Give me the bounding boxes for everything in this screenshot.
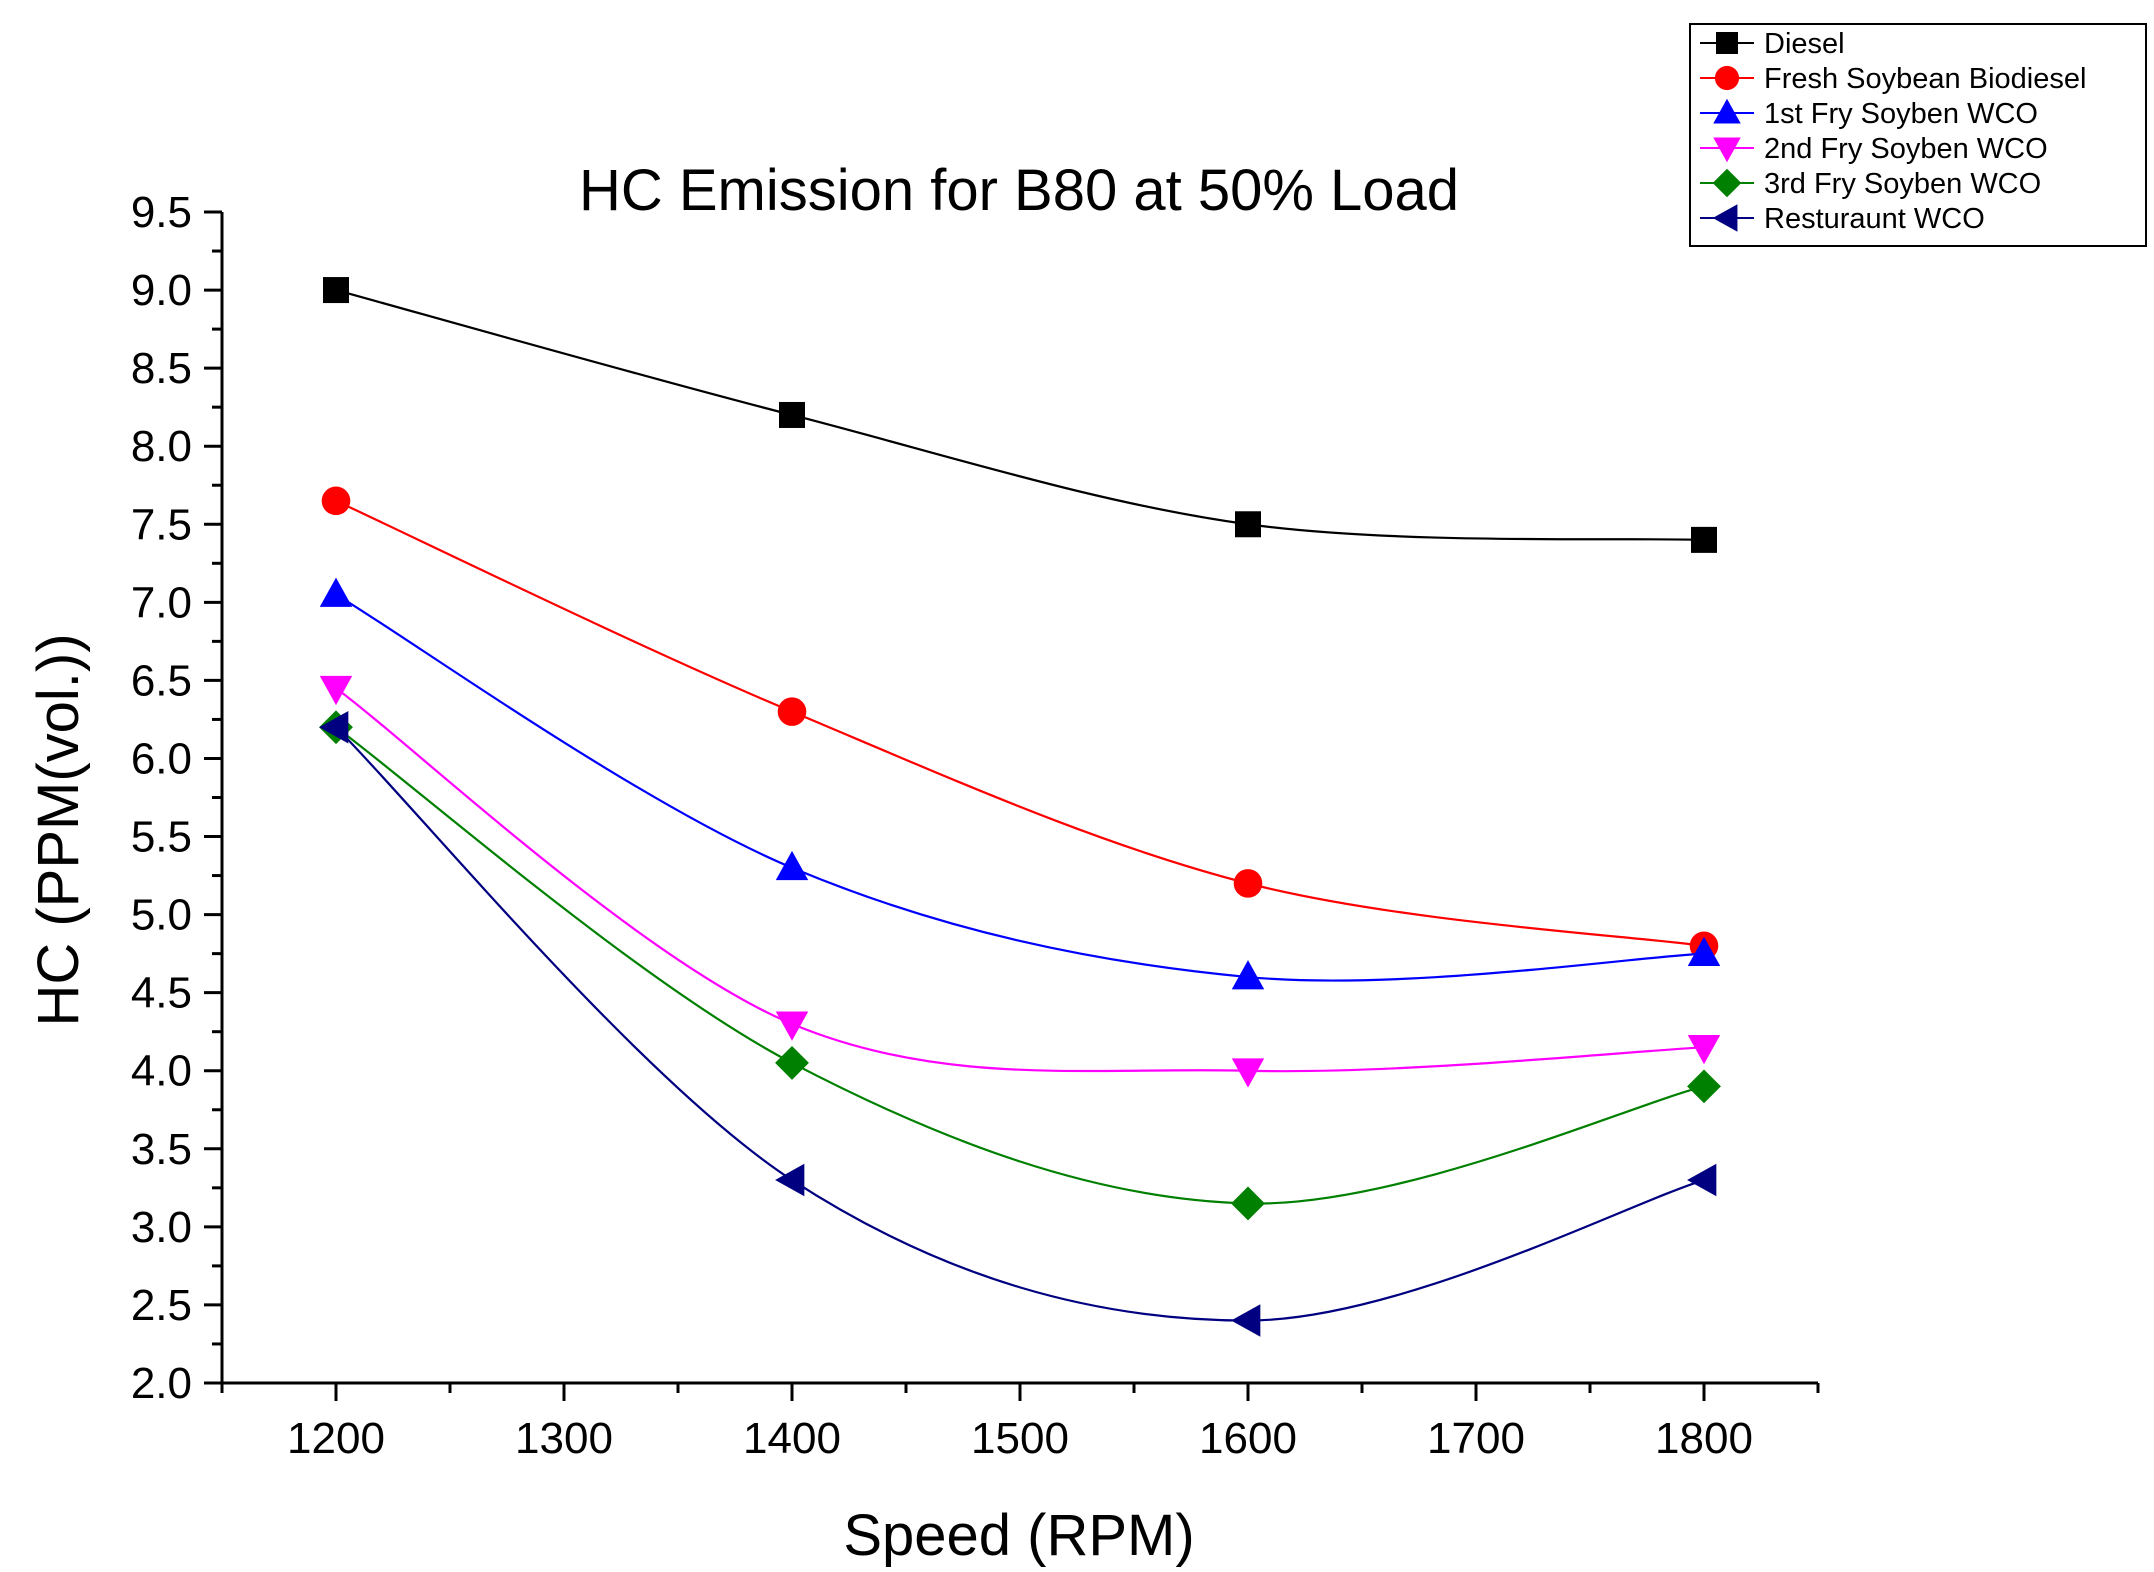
legend-label: Diesel: [1764, 28, 1845, 60]
series-line: [335, 687, 1705, 1073]
y-tick-label: 6.0: [131, 734, 192, 783]
legend-label: Fresh Soybean Biodiesel: [1764, 63, 2086, 95]
series-1st-fry-soyben-wco: [319, 577, 1721, 990]
data-point-marker: [775, 850, 809, 881]
axes: 2.0 2.5 3.0 3.5 4.0 4.5 5.0 5.5 6.0 6.5 7.0 7.5 8.0 8…: [131, 188, 1820, 1463]
series-resturaunt-wco: [319, 710, 1717, 1337]
x-tick-label: 1500: [971, 1414, 1069, 1463]
series-line: [335, 499, 1705, 947]
chart-title: HC Emission for B80 at 50% Load: [579, 158, 1459, 223]
x-axis-label: Speed (RPM): [843, 1503, 1194, 1568]
y-tick-label: 8.5: [131, 344, 192, 393]
data-point-marker: [1687, 1034, 1721, 1065]
y-tick-label: 5.5: [131, 813, 192, 862]
legend-marker: [1712, 168, 1742, 198]
legend-item: 2nd Fry Soyben WCO: [1700, 133, 2048, 165]
legend-item: Resturaunt WCO: [1700, 203, 1985, 235]
y-axis-label: HC (PPM(vol.)): [26, 633, 91, 1026]
series-diesel: [323, 277, 1717, 553]
data-point-marker: [777, 697, 807, 726]
legend-label: Resturaunt WCO: [1764, 203, 1985, 235]
series-2nd-fry-soyben-wco: [319, 675, 1721, 1088]
data-point-marker: [1231, 960, 1265, 990]
x-tick-label: 1700: [1427, 1414, 1525, 1463]
data-point-marker: [775, 1046, 809, 1080]
data-point-marker: [321, 486, 351, 516]
data-point-marker: [775, 1163, 805, 1197]
data-point-marker: [1687, 936, 1721, 966]
y-tick-label: 7.5: [131, 500, 192, 549]
legend-label: 2nd Fry Soyben WCO: [1764, 133, 2048, 165]
y-tick-label: 3.5: [131, 1125, 192, 1174]
legend-item: 1st Fry Soyben WCO: [1700, 98, 2038, 130]
data-point-marker: [323, 277, 349, 304]
x-tick-label: 1800: [1655, 1414, 1753, 1463]
legend-item: Fresh Soybean Biodiesel: [1700, 63, 2086, 95]
series-fresh-soybean-biodiesel: [321, 486, 1719, 961]
y-tick-label: 3.0: [131, 1203, 192, 1252]
x-tick-label: 1400: [743, 1414, 841, 1463]
data-point-marker: [1687, 1163, 1717, 1197]
legend-marker: [1716, 32, 1738, 54]
series-line: [335, 726, 1705, 1205]
legend-marker: [1712, 204, 1738, 232]
data-series: [319, 277, 1721, 1337]
legend-label: 1st Fry Soyben WCO: [1764, 98, 2038, 130]
data-point-marker: [1231, 1186, 1265, 1221]
y-tick-label: 6.5: [131, 656, 192, 705]
data-point-marker: [1235, 511, 1261, 538]
legend-item: Diesel: [1700, 28, 1845, 60]
y-tick-label: 7.0: [131, 578, 192, 627]
y-tick-label: 2.5: [131, 1281, 192, 1330]
legend-marker: [1714, 65, 1740, 91]
y-tick-label: 9.0: [131, 266, 192, 315]
legend-box: [1689, 23, 2147, 247]
data-point-marker: [1231, 1058, 1265, 1088]
x-tick-label: 1300: [515, 1414, 613, 1463]
series-line: [335, 726, 1705, 1322]
legend-marker: [1713, 98, 1741, 124]
data-point-marker: [775, 1011, 809, 1041]
data-point-marker: [1233, 869, 1263, 898]
y-tick-label: 4.0: [131, 1047, 192, 1096]
series-line: [335, 289, 1705, 541]
legend-item: 3rd Fry Soyben WCO: [1700, 168, 2041, 200]
y-tick-label: 8.0: [131, 422, 192, 471]
series-3rd-fry-soyben-wco: [319, 710, 1721, 1221]
data-point-marker: [319, 675, 353, 706]
y-tick-label: 9.5: [131, 188, 192, 237]
data-point-marker: [319, 710, 349, 744]
data-point-marker: [1687, 1069, 1721, 1104]
legend-label: 3rd Fry Soyben WCO: [1764, 168, 2041, 200]
y-tick-label: 5.0: [131, 891, 192, 940]
legend-marker: [1713, 137, 1741, 163]
data-point-marker: [1231, 1304, 1261, 1337]
y-tick-label: 4.5: [131, 969, 192, 1018]
data-point-marker: [1691, 526, 1717, 553]
data-point-marker: [779, 401, 805, 428]
x-tick-label: 1600: [1199, 1414, 1297, 1463]
data-point-marker: [319, 577, 353, 607]
series-line: [335, 593, 1705, 982]
y-tick-label: 2.0: [131, 1359, 192, 1408]
x-tick-label: 1200: [287, 1414, 385, 1463]
